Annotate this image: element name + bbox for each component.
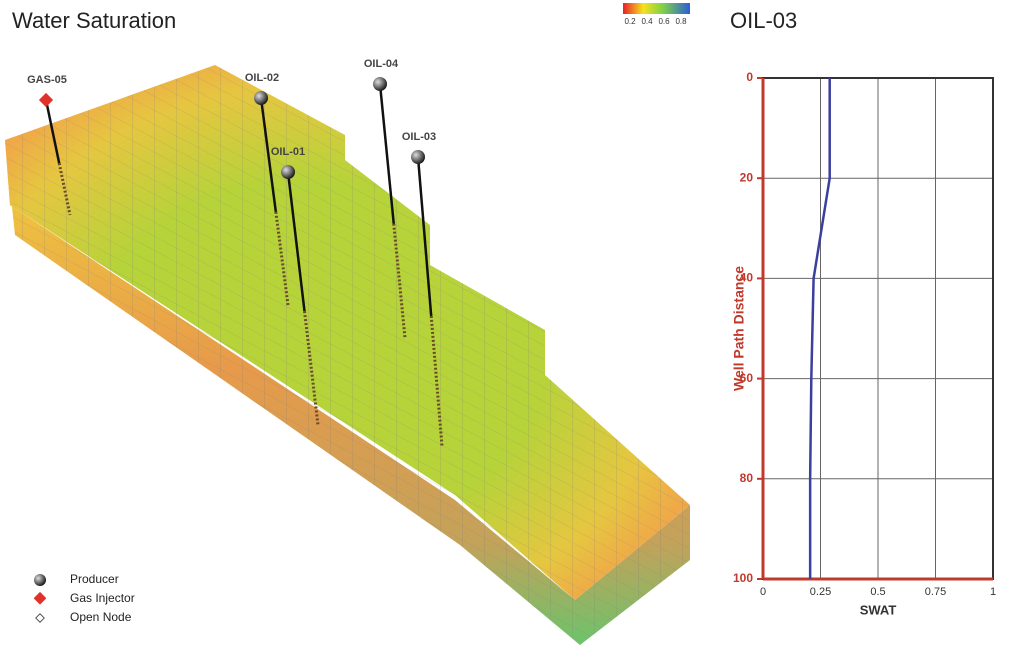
producer-marker	[411, 150, 425, 164]
producer-marker	[254, 91, 268, 105]
y-tick-label: 20	[740, 170, 754, 184]
open-nodes	[429, 315, 444, 447]
colorbar-tick-label: 0.4	[641, 17, 653, 26]
well-path	[44, 99, 61, 164]
title: Water Saturation	[12, 8, 176, 33]
well-path	[416, 156, 433, 317]
y-tick-label: 0	[746, 70, 753, 84]
legend-injector	[33, 591, 47, 605]
injector-marker	[38, 92, 54, 108]
well-path	[286, 171, 306, 312]
well-label: OIL-02	[245, 72, 279, 84]
y-axis-label: Well Path Distance	[731, 266, 747, 391]
well-path	[378, 83, 395, 224]
x-tick-label: 0.5	[870, 586, 885, 598]
open-nodes	[392, 223, 407, 339]
colorbar-tick-label: 0.8	[675, 17, 687, 26]
reservoir-grid	[5, 65, 690, 645]
y-tick-label: 80	[740, 471, 754, 485]
swat-line	[808, 78, 831, 579]
legend-label: Open Node	[70, 610, 132, 624]
well-label: OIL-03	[402, 131, 436, 143]
well-label: OIL-01	[271, 146, 305, 158]
x-tick-label: 0	[760, 586, 766, 598]
colorbar-tick-label: 0.6	[658, 17, 670, 26]
well-path	[259, 97, 278, 213]
producer-marker	[373, 77, 387, 91]
legend-label: Producer	[70, 572, 119, 586]
chart-title: OIL-03	[730, 8, 797, 33]
colorbar-tick-label: 0.2	[624, 17, 636, 26]
x-tick-label: 0.25	[810, 586, 831, 598]
colorbar	[623, 3, 690, 14]
well-label: OIL-04	[364, 58, 399, 70]
open-nodes	[57, 162, 72, 216]
x-tick-label: 1	[990, 586, 996, 598]
x-axis-label: SWAT	[860, 602, 897, 617]
well-label: GAS-05	[27, 74, 67, 86]
y-tick-label: 40	[740, 271, 754, 285]
producer-marker	[281, 165, 295, 179]
legend-label: Gas Injector	[70, 591, 135, 605]
x-tick-label: 0.75	[925, 586, 946, 598]
y-tick-label: 60	[740, 371, 754, 385]
reservoir-model	[5, 65, 690, 645]
legend-node	[35, 613, 45, 623]
open-nodes	[303, 310, 320, 426]
legend-producer	[34, 574, 46, 586]
y-tick-label: 100	[733, 571, 753, 585]
